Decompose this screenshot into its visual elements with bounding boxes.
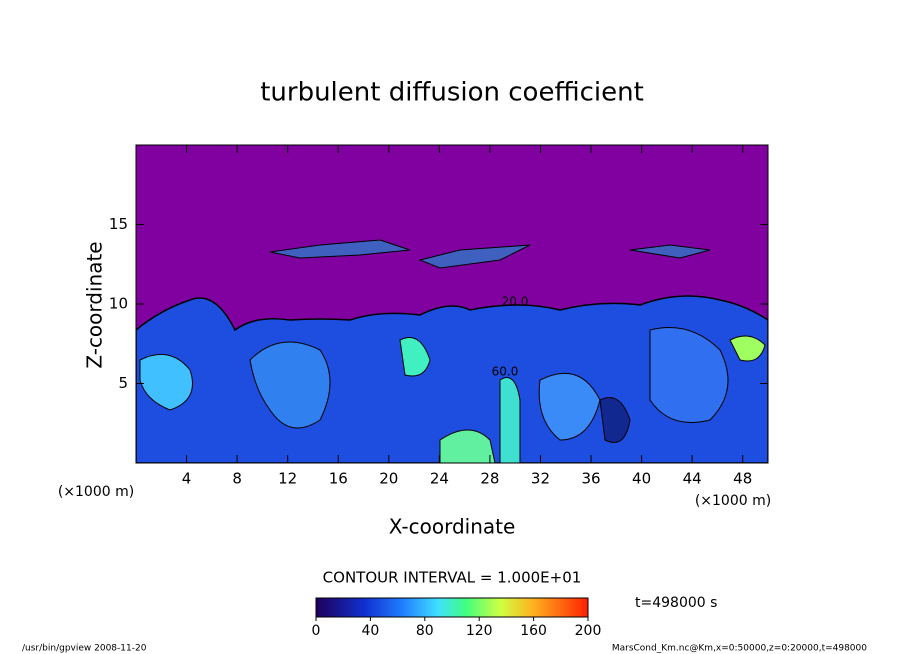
field — [136, 145, 768, 463]
y-axis-label: Z-coordinate — [83, 241, 107, 368]
x-tick-label: 28 — [480, 470, 499, 488]
x-tick-label: 40 — [632, 470, 651, 488]
contour-interval: CONTOUR INTERVAL = 1.000E+01 — [323, 569, 582, 587]
y-tick-label: 10 — [109, 295, 128, 313]
colorbar — [315, 597, 589, 618]
time-label: t=498000 s — [635, 595, 717, 611]
x-tick-label: 32 — [531, 470, 550, 488]
x-tick-label: 20 — [379, 470, 398, 488]
x-tick-label: 12 — [278, 470, 297, 488]
x-unit: (×1000 m) — [695, 493, 771, 509]
contour-label: 20.0 — [502, 295, 529, 309]
x-tick-label: 36 — [581, 470, 600, 488]
footer-left: /usr/bin/gpview 2008-11-20 — [22, 644, 147, 654]
colorbar-tick-label: 80 — [416, 623, 434, 639]
x-tick-label: 16 — [329, 470, 348, 488]
contour-label: 60.0 — [492, 365, 519, 379]
y-tick-label: 15 — [109, 215, 128, 233]
x-tick-label: 44 — [683, 470, 702, 488]
colorbar-tick-label: 160 — [520, 623, 547, 639]
x-axis-label: X-coordinate — [389, 515, 516, 539]
chart-title: turbulent diffusion coefficient — [260, 78, 644, 108]
colorbar-tick-label: 40 — [361, 623, 379, 639]
y-unit: (×1000 m) — [58, 484, 134, 500]
y-tick-label: 5 — [118, 374, 128, 392]
x-tick-label: 8 — [232, 470, 242, 488]
x-tick-label: 24 — [430, 470, 449, 488]
x-tick-label: 4 — [182, 470, 192, 488]
footer-right: MarsCond_Km.nc@Km,x=0:50000,z=0:20000,t=… — [612, 644, 867, 654]
colorbar-tick-label: 0 — [312, 623, 321, 639]
colorbar-tick-label: 120 — [466, 623, 493, 639]
colorbar-tick-label: 200 — [575, 623, 602, 639]
x-tick-label: 48 — [733, 470, 752, 488]
